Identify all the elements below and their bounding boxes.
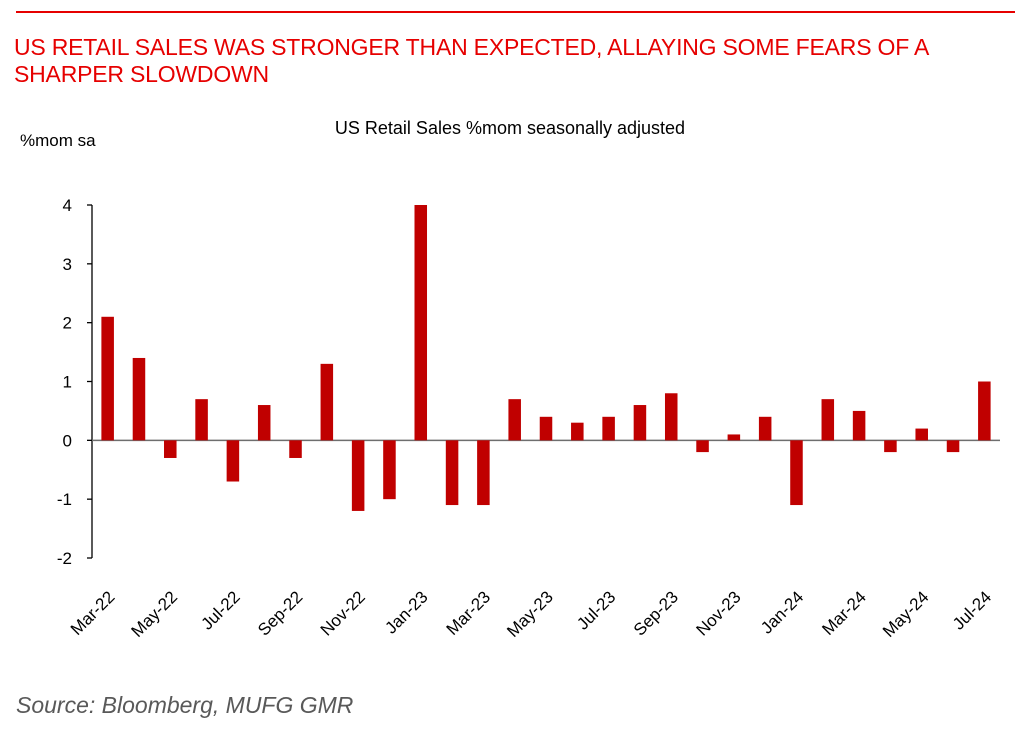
- y-tick-label: 2: [63, 314, 72, 333]
- bar-Jul-24: [978, 381, 991, 441]
- x-tick-label: Jul-23: [573, 587, 619, 633]
- bar-Jul-22: [226, 440, 240, 482]
- chart-title: US Retail Sales %mom seasonally adjusted: [335, 118, 685, 138]
- x-tick-label: Mar-22: [67, 587, 119, 639]
- bar-Nov-22: [351, 440, 365, 511]
- bar-Mar-23: [477, 440, 490, 506]
- headline: US RETAIL SALES WAS STRONGER THAN EXPECT…: [14, 34, 928, 87]
- bar-Nov-23: [727, 434, 741, 441]
- bar-Jun-24: [946, 440, 960, 453]
- bar-Sep-22: [289, 440, 302, 458]
- x-tick-label: Nov-22: [317, 587, 369, 639]
- x-tick-label: Jul-22: [198, 587, 244, 633]
- x-tick-label: Sep-23: [630, 587, 682, 639]
- y-tick-label: 3: [63, 255, 72, 274]
- bar-Dec-22: [383, 440, 396, 500]
- x-tick-label: Nov-23: [692, 587, 744, 639]
- y-axis-label: %mom sa: [20, 131, 96, 150]
- bar-May-24: [915, 428, 928, 441]
- top-rule: [16, 11, 1015, 13]
- bar-Sep-23: [664, 393, 678, 441]
- y-tick-label: 4: [63, 196, 72, 215]
- x-tick-label: Mar-23: [443, 587, 495, 639]
- bar-Jun-22: [195, 399, 208, 441]
- source-note: Source: Bloomberg, MUFG GMR: [16, 692, 354, 718]
- bar-Mar-24: [852, 410, 866, 441]
- bar-May-23: [539, 416, 553, 441]
- y-tick-label: -2: [57, 549, 72, 568]
- bar-Aug-23: [633, 405, 647, 441]
- bar-Jul-23: [602, 416, 615, 441]
- bar-Mar-22: [101, 316, 114, 441]
- x-tick-label: Mar-24: [818, 587, 870, 639]
- y-tick-label: 0: [63, 431, 72, 450]
- bar-Jun-23: [571, 422, 584, 441]
- bar-Oct-22: [320, 363, 334, 441]
- bar-Feb-24: [821, 399, 835, 441]
- bar-Dec-23: [758, 416, 772, 441]
- x-tick-label: May-24: [879, 587, 933, 641]
- x-tick-label: Sep-22: [254, 587, 306, 639]
- x-tick-label: Jan-24: [757, 587, 807, 637]
- bar-May-22: [164, 440, 177, 458]
- y-tick-label: 1: [63, 373, 72, 392]
- bar-Jan-24: [790, 440, 803, 506]
- bar-Apr-22: [132, 357, 146, 441]
- x-tick-label: Jul-24: [949, 587, 995, 633]
- bar-Oct-23: [696, 440, 709, 453]
- bar-Apr-23: [508, 399, 521, 441]
- x-tick-label: May-23: [503, 587, 557, 641]
- bar-Feb-23: [445, 440, 459, 506]
- bar-Aug-22: [257, 405, 271, 441]
- x-tick-label: Jan-23: [381, 587, 431, 637]
- bar-Apr-24: [884, 440, 897, 453]
- bar-Jan-23: [414, 205, 428, 441]
- x-tick-label: May-22: [128, 587, 182, 641]
- y-tick-label: -1: [57, 490, 72, 509]
